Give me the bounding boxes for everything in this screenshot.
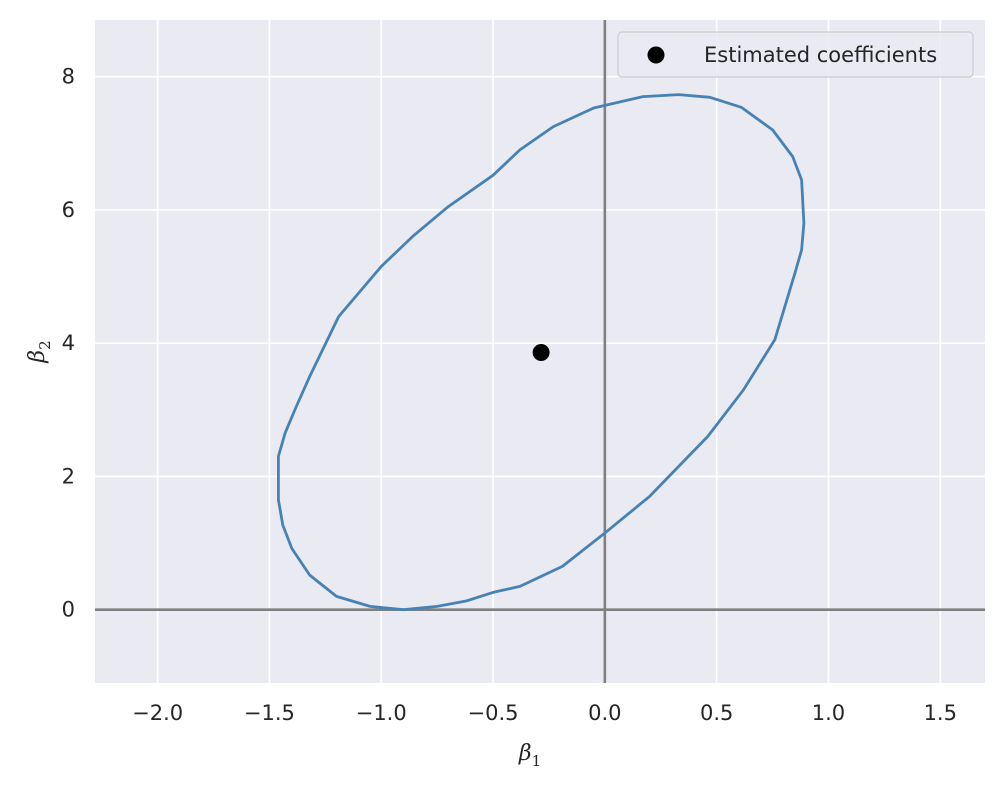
x-tick-label: −0.5 <box>468 701 519 725</box>
confidence-ellipse <box>276 93 806 612</box>
reference-lines <box>95 20 985 683</box>
y-tick-label: 4 <box>62 331 75 355</box>
y-axis-label-main: β <box>25 350 50 364</box>
y-axis-label: β2 <box>25 340 54 363</box>
y-tick-label: 2 <box>62 464 75 488</box>
estimated-coefficient-point <box>532 343 550 361</box>
x-tick-labels: −2.0 −1.5 −1.0 −0.5 0.0 0.5 1.0 1.5 <box>132 701 957 725</box>
legend-box <box>617 31 974 78</box>
y-tick-label: 8 <box>62 65 75 89</box>
x-axis-label: β1 <box>518 741 541 770</box>
y-axis-label-sub: 2 <box>36 340 54 350</box>
y-tick-label: 0 <box>62 598 75 622</box>
x-tick-label: −2.0 <box>132 701 183 725</box>
x-axis-label-main: β <box>518 741 532 766</box>
legend-label: Estimated coefficients <box>704 43 937 67</box>
y-tick-labels: 0 2 4 6 8 <box>62 65 75 622</box>
x-axis-label-sub: 1 <box>532 752 542 770</box>
y-tick-label: 6 <box>62 198 75 222</box>
x-tick-label: −1.5 <box>244 701 295 725</box>
legend-marker <box>647 46 665 64</box>
x-tick-label: 0.5 <box>700 701 733 725</box>
x-tick-label: 0.0 <box>588 701 621 725</box>
series <box>276 93 806 612</box>
x-tick-label: 1.5 <box>924 701 957 725</box>
x-tick-label: 1.0 <box>812 701 845 725</box>
legend: Estimated coefficients <box>617 31 974 78</box>
x-tick-label: −1.0 <box>356 701 407 725</box>
